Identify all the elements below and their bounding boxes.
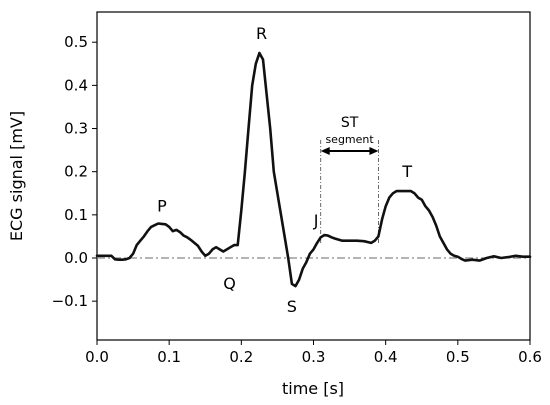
wave-label-r: R (256, 24, 267, 43)
y-axis-label: ECG signal [mV] (7, 111, 26, 241)
st-label-bottom: segment (325, 133, 374, 146)
x-tick-label: 0.2 (229, 348, 253, 366)
wave-labels: P Q R S J T (157, 24, 412, 316)
wave-label-j: J (313, 211, 319, 230)
wave-label-t: T (401, 162, 412, 181)
x-tick-label: 0.3 (302, 348, 326, 366)
st-label-top: ST (341, 115, 359, 131)
y-tick-label: 0.3 (64, 120, 88, 138)
st-arrow-head-left (320, 147, 330, 155)
x-axis-ticks: 0.0 0.1 0.2 0.3 0.4 0.5 0.6 (85, 340, 542, 366)
y-tick-label: 0.1 (64, 206, 88, 224)
y-tick-label: 0.2 (64, 163, 88, 181)
x-tick-label: 0.5 (446, 348, 470, 366)
plot-frame (96, 11, 531, 341)
x-axis-label: time [s] (282, 379, 344, 398)
y-tick-label: 0.4 (64, 76, 88, 94)
st-segment-annotation: ST segment (320, 115, 379, 245)
st-arrow-head-right (369, 147, 379, 155)
y-tick-label: 0.5 (64, 33, 88, 51)
x-tick-label: 0.4 (374, 348, 398, 366)
wave-label-p: P (157, 196, 167, 215)
ecg-series-line (95, 51, 532, 288)
wave-label-s: S (287, 297, 297, 316)
y-tick-label: 0.0 (64, 249, 88, 267)
series-layer (95, 51, 532, 288)
y-tick-label: −0.1 (52, 292, 88, 310)
x-tick-label: 0.0 (85, 348, 109, 366)
wave-label-q: Q (223, 274, 236, 293)
y-axis-ticks: −0.1 0.0 0.1 0.2 0.3 0.4 0.5 (52, 33, 97, 310)
x-tick-label: 0.6 (518, 348, 542, 366)
x-tick-label: 0.1 (157, 348, 181, 366)
